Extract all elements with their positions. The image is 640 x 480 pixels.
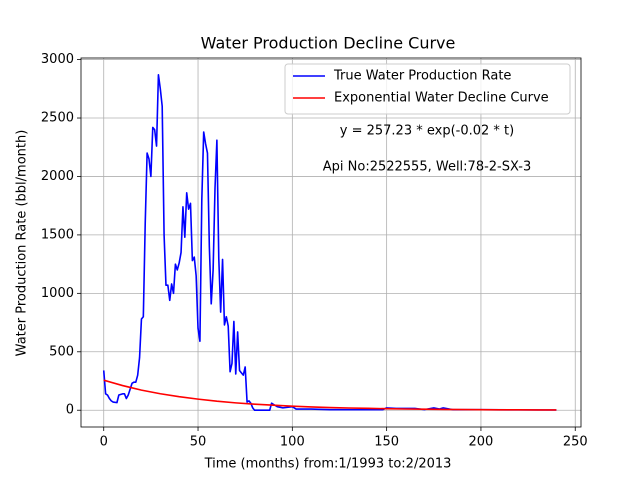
data-line xyxy=(103,379,557,411)
legend: True Water Production Rate Exponential Wa… xyxy=(284,63,571,115)
y-tick-label: 2500 xyxy=(41,111,74,126)
y-tick-label: 0 xyxy=(66,403,74,418)
x-tick-label: 50 xyxy=(190,435,207,450)
data-line xyxy=(102,73,557,412)
x-tick-label: 0 xyxy=(100,435,108,450)
x-axis-label: Time (months) from:1/1993 to:2/2013 xyxy=(204,457,452,472)
x-tick-label: 200 xyxy=(469,435,494,450)
x-tick-label: 150 xyxy=(374,435,399,450)
x-tick-label: 100 xyxy=(280,435,305,450)
annotation: Api No:2522555, Well:78-2-SX-3 xyxy=(323,160,531,175)
y-tick-label: 1500 xyxy=(41,227,74,242)
y-tick-label: 3000 xyxy=(41,52,74,67)
legend-label: True Water Production Rate xyxy=(333,69,511,84)
grid-layer xyxy=(81,58,581,427)
legend-label: Exponential Water Decline Curve xyxy=(334,91,549,106)
line-layer xyxy=(102,73,557,412)
y-axis-label: Water Production Rate (bbl/month) xyxy=(15,130,30,357)
x-tick-label: 250 xyxy=(563,435,588,450)
y-tick-label: 500 xyxy=(49,344,74,359)
y-tick-label: 2000 xyxy=(41,169,74,184)
y-tick-label: 1000 xyxy=(41,286,74,301)
legend-box xyxy=(284,63,571,115)
annotation: y = 257.23 * exp(-0.02 * t) xyxy=(340,124,514,139)
plot-frame xyxy=(80,57,582,428)
chart-title: Water Production Decline Curve xyxy=(201,34,456,53)
